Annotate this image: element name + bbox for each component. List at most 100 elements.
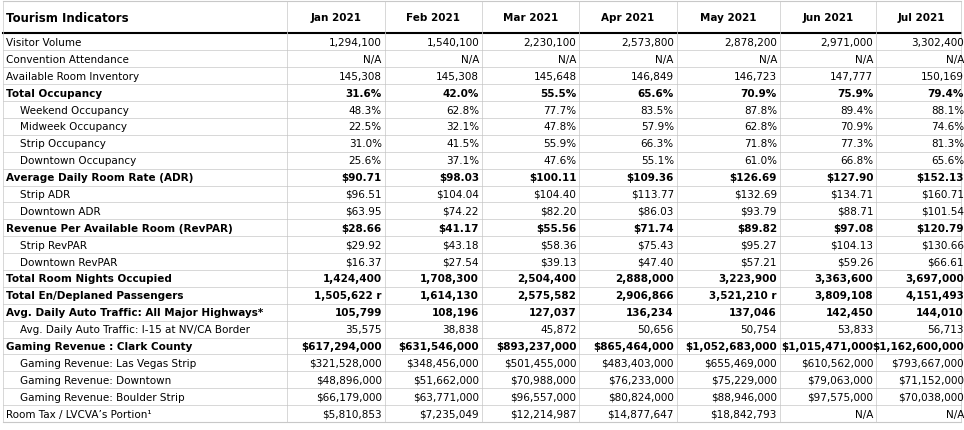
- Text: 31.0%: 31.0%: [349, 139, 382, 149]
- Text: 77.7%: 77.7%: [544, 105, 576, 115]
- Text: Revenue Per Available Room (RevPAR): Revenue Per Available Room (RevPAR): [6, 223, 232, 233]
- Text: 83.5%: 83.5%: [641, 105, 674, 115]
- Text: $70,988,000: $70,988,000: [511, 375, 576, 385]
- Text: 22.5%: 22.5%: [349, 122, 382, 132]
- Text: Jun 2021: Jun 2021: [802, 13, 854, 23]
- Text: N/A: N/A: [855, 55, 873, 64]
- Text: 25.6%: 25.6%: [349, 156, 382, 166]
- Text: 2,504,400: 2,504,400: [518, 274, 576, 284]
- Text: $127.90: $127.90: [826, 173, 873, 183]
- Text: 1,505,622 r: 1,505,622 r: [314, 291, 382, 301]
- Text: 61.0%: 61.0%: [744, 156, 777, 166]
- Text: 42.0%: 42.0%: [442, 89, 479, 98]
- Text: $160.71: $160.71: [921, 190, 964, 200]
- Text: $865,464,000: $865,464,000: [593, 341, 674, 351]
- Text: $86.03: $86.03: [637, 206, 674, 216]
- Text: $63.95: $63.95: [345, 206, 382, 216]
- Text: $113.77: $113.77: [630, 190, 674, 200]
- Text: 41.5%: 41.5%: [446, 139, 479, 149]
- Text: 2,573,800: 2,573,800: [621, 38, 674, 48]
- Text: Gaming Revenue: Boulder Strip: Gaming Revenue: Boulder Strip: [20, 392, 185, 402]
- Text: $501,455,000: $501,455,000: [504, 358, 576, 368]
- Text: $132.69: $132.69: [734, 190, 777, 200]
- Text: $96,557,000: $96,557,000: [511, 392, 576, 402]
- Text: 45,872: 45,872: [540, 324, 576, 335]
- Text: 2,878,200: 2,878,200: [724, 38, 777, 48]
- Text: $80,824,000: $80,824,000: [608, 392, 674, 402]
- Text: Strip ADR: Strip ADR: [20, 190, 70, 200]
- Text: 47.6%: 47.6%: [544, 156, 576, 166]
- Text: 87.8%: 87.8%: [744, 105, 777, 115]
- Text: N/A: N/A: [855, 408, 873, 419]
- Text: Downtown Occupancy: Downtown Occupancy: [20, 156, 137, 166]
- Text: Midweek Occupancy: Midweek Occupancy: [20, 122, 127, 132]
- Text: Gaming Revenue: Downtown: Gaming Revenue: Downtown: [20, 375, 172, 385]
- Text: May 2021: May 2021: [700, 13, 757, 23]
- Text: 2,888,000: 2,888,000: [615, 274, 674, 284]
- Text: N/A: N/A: [558, 55, 576, 64]
- Text: 75.9%: 75.9%: [837, 89, 873, 98]
- Text: Total Occupancy: Total Occupancy: [6, 89, 102, 98]
- Text: $104.40: $104.40: [534, 190, 576, 200]
- Text: $27.54: $27.54: [442, 257, 479, 267]
- Text: $1,015,471,000: $1,015,471,000: [782, 341, 873, 351]
- Text: 66.8%: 66.8%: [841, 156, 873, 166]
- Text: $1,162,600,000: $1,162,600,000: [872, 341, 964, 351]
- Text: 57.9%: 57.9%: [641, 122, 674, 132]
- Text: $152.13: $152.13: [917, 173, 964, 183]
- Text: 70.9%: 70.9%: [841, 122, 873, 132]
- Text: 145,308: 145,308: [338, 71, 382, 82]
- Text: $63,771,000: $63,771,000: [414, 392, 479, 402]
- Text: $82.20: $82.20: [540, 206, 576, 216]
- Text: $18,842,793: $18,842,793: [710, 408, 777, 419]
- Text: 89.4%: 89.4%: [841, 105, 873, 115]
- Text: Available Room Inventory: Available Room Inventory: [6, 71, 139, 82]
- Text: $51,662,000: $51,662,000: [414, 375, 479, 385]
- Text: 55.9%: 55.9%: [544, 139, 576, 149]
- Text: $617,294,000: $617,294,000: [301, 341, 382, 351]
- Text: $893,237,000: $893,237,000: [495, 341, 576, 351]
- Text: 1,540,100: 1,540,100: [426, 38, 479, 48]
- Text: $134.71: $134.71: [830, 190, 873, 200]
- Text: $90.71: $90.71: [341, 173, 382, 183]
- Text: $483,403,000: $483,403,000: [602, 358, 674, 368]
- Text: 146,849: 146,849: [630, 71, 674, 82]
- Text: $101.54: $101.54: [921, 206, 964, 216]
- Text: 1,708,300: 1,708,300: [420, 274, 479, 284]
- Text: 62.8%: 62.8%: [446, 105, 479, 115]
- Text: 71.8%: 71.8%: [744, 139, 777, 149]
- Text: $96.51: $96.51: [345, 190, 382, 200]
- Text: Jan 2021: Jan 2021: [310, 13, 362, 23]
- Text: 147,777: 147,777: [830, 71, 873, 82]
- Text: Average Daily Room Rate (ADR): Average Daily Room Rate (ADR): [6, 173, 193, 183]
- Text: 38,838: 38,838: [442, 324, 479, 335]
- Text: 3,363,600: 3,363,600: [815, 274, 873, 284]
- Text: Downtown RevPAR: Downtown RevPAR: [20, 257, 118, 267]
- Text: $7,235,049: $7,235,049: [419, 408, 479, 419]
- Text: Apr 2021: Apr 2021: [602, 13, 655, 23]
- Text: 74.6%: 74.6%: [931, 122, 964, 132]
- Text: 47.8%: 47.8%: [544, 122, 576, 132]
- Text: Convention Attendance: Convention Attendance: [6, 55, 128, 64]
- Text: N/A: N/A: [461, 55, 479, 64]
- Text: 3,809,108: 3,809,108: [815, 291, 873, 301]
- Text: 55.1%: 55.1%: [641, 156, 674, 166]
- Text: 2,230,100: 2,230,100: [523, 38, 576, 48]
- Text: Visitor Volume: Visitor Volume: [6, 38, 81, 48]
- Text: 1,424,400: 1,424,400: [323, 274, 382, 284]
- Text: Strip Occupancy: Strip Occupancy: [20, 139, 106, 149]
- Text: 62.8%: 62.8%: [744, 122, 777, 132]
- Text: $655,469,000: $655,469,000: [705, 358, 777, 368]
- Text: $793,667,000: $793,667,000: [892, 358, 964, 368]
- Text: $74.22: $74.22: [442, 206, 479, 216]
- Text: Tourism Indicators: Tourism Indicators: [6, 12, 128, 25]
- Text: 65.6%: 65.6%: [637, 89, 674, 98]
- Text: 137,046: 137,046: [729, 307, 777, 317]
- Text: $43.18: $43.18: [442, 240, 479, 250]
- Text: 31.6%: 31.6%: [345, 89, 382, 98]
- Text: $71,152,000: $71,152,000: [898, 375, 964, 385]
- Text: $100.11: $100.11: [529, 173, 576, 183]
- Text: 144,010: 144,010: [916, 307, 964, 317]
- Text: $631,546,000: $631,546,000: [398, 341, 479, 351]
- Text: $57.21: $57.21: [740, 257, 777, 267]
